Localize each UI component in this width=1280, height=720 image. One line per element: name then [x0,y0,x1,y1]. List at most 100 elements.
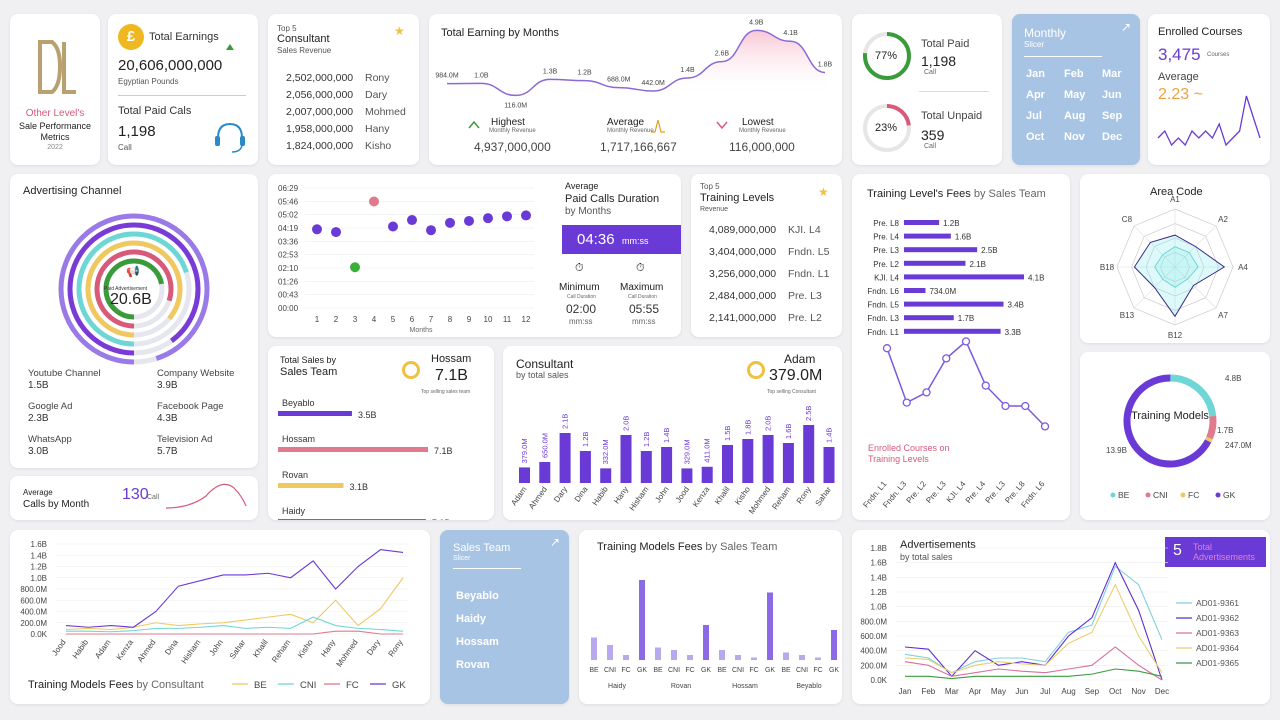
month-option-may[interactable]: May [1064,89,1086,101]
earnings-label: Total Earnings [149,31,219,43]
row-value: 2,007,000,000 [286,106,354,118]
brand-title: Other Level's [25,108,85,119]
row-name: Pre. L3 [788,290,822,302]
x-tick: John [653,485,670,504]
x-tick: Reham [770,485,792,512]
y-tick: 01:26 [278,277,299,286]
expand-icon[interactable]: ↗ [1121,20,1132,34]
channel-value: 1.5B [28,380,49,391]
x-tick: Mar [945,687,959,696]
bar-category: Fndn. L3 [867,314,899,323]
x-tick: CNI [668,667,680,674]
channel-value: 5.7B [157,446,178,457]
highest-value: 4,937,000,000 [474,140,551,154]
ads-count-box [1165,537,1266,567]
sales-team-slicer[interactable]: Sales Team Slicer ↗ Beyablo Haidy Hossam Ro… [440,530,569,704]
x-tick: Kisho [296,638,315,660]
bar-value: 1.4B [662,428,671,443]
x-tick: Hany [612,485,630,505]
duration-point [483,213,493,224]
ring-bar [58,213,210,365]
x-tick: Adam [509,485,529,508]
x-tick: Kenza [115,638,136,662]
x-tick: Dina [573,485,590,504]
duration-title: Paid Calls Duration [565,193,660,205]
earning-data-label: 984.0M [435,73,459,80]
y-tick: 1.0B [31,574,47,583]
enrolled-unit: Courses [1207,52,1230,58]
consultant-bar [600,468,612,483]
bar-value: 332.0M [601,439,610,464]
min-unit: mm:ss [569,317,593,326]
sales-team-title2: Sales Team [280,366,338,378]
bar-value: 2.1B [969,260,985,269]
duration-point [464,215,474,226]
bar-value: 411.0M [703,438,712,462]
monthly-slicer[interactable]: Monthly Slicer ↗ Jan Feb Mar Apr May Jun Jul Au… [1012,14,1140,165]
y-tick: 06:29 [278,184,299,193]
month-option-jul[interactable]: Jul [1026,110,1042,122]
enrolled-sparkline [1157,95,1261,147]
month-option-aug[interactable]: Aug [1064,110,1086,122]
x-tick: CNI [732,667,744,674]
average-label: Average [1158,71,1199,83]
group-bar [815,657,821,660]
advertising-title: Advertising Channel [23,185,122,197]
bar-category: Fndn. L1 [867,328,899,337]
enrolled-point [1021,401,1030,411]
team-option-rovan[interactable]: Rovan [456,659,490,671]
team-bar [278,411,352,416]
x-tick: Jul [1040,687,1050,696]
enrolled-line [886,340,1046,427]
advertising-radial-chart [58,213,210,365]
bar-category: Pre. L8 [873,219,899,228]
month-option-dec[interactable]: Dec [1102,131,1123,143]
group-bar [639,580,645,660]
ring-bar [103,258,165,320]
consultant-bar [823,447,835,483]
bar-value: 1.8B [743,420,752,435]
top-team-value: 7.1B [435,367,468,384]
level-fees-title: Training Level's Fees by Sales Team [867,188,1046,200]
x-tick: FC [749,667,758,674]
y-tick: 1.2B [871,588,887,597]
month-option-mar[interactable]: Mar [1102,68,1122,80]
legend-label: CNI [1153,490,1168,500]
expand-icon[interactable]: ↗ [550,535,561,549]
earnings-value: 20,606,000,000 [118,57,223,74]
x-tick: Pre. L4 [964,479,988,505]
brand-subtitle: Sale Performance Metrics [18,121,92,142]
max-label: Maximum [620,282,664,293]
earnings-card: £ Total Earnings 20,606,000,000 Egyptian… [108,14,258,165]
bar-value: 2.1B [561,414,570,429]
group-label: Beyablo [796,683,821,690]
legend-label: CNI [300,680,316,691]
row-name: Kisho [365,140,392,152]
consultant-bar [640,451,652,483]
month-option-apr[interactable]: Apr [1026,89,1045,101]
row-name: Dary [365,89,388,101]
level-bar [904,315,954,321]
x-tick: Rony [387,638,405,658]
x-tick: Aug [1061,687,1075,696]
month-option-sep[interactable]: Sep [1102,110,1123,122]
y-tick: 800.0M [20,585,47,594]
paid-label: Total Paid [921,38,970,50]
x-tick: Feb [921,687,935,696]
avg-calls-label2: Calls by Month [23,499,90,510]
month-option-jun[interactable]: Jun [1102,89,1122,101]
team-option-beyablo[interactable]: Beyablo [456,590,499,602]
legend-label: FC [1188,490,1199,500]
y-tick: 200.0M [20,619,47,628]
paid-calls-unit: Call [118,143,132,152]
paid-donut [863,32,911,152]
month-option-feb[interactable]: Feb [1064,68,1084,80]
ads-count: 5 [1173,542,1182,559]
team-option-hossam[interactable]: Hossam [456,636,499,648]
month-option-nov[interactable]: Nov [1064,131,1085,143]
team-option-haidy[interactable]: Haidy [456,613,486,625]
month-option-jan[interactable]: Jan [1026,68,1045,80]
group-bar [591,637,597,660]
x-tick: Ahmed [527,485,549,511]
month-option-oct[interactable]: Oct [1026,131,1045,143]
